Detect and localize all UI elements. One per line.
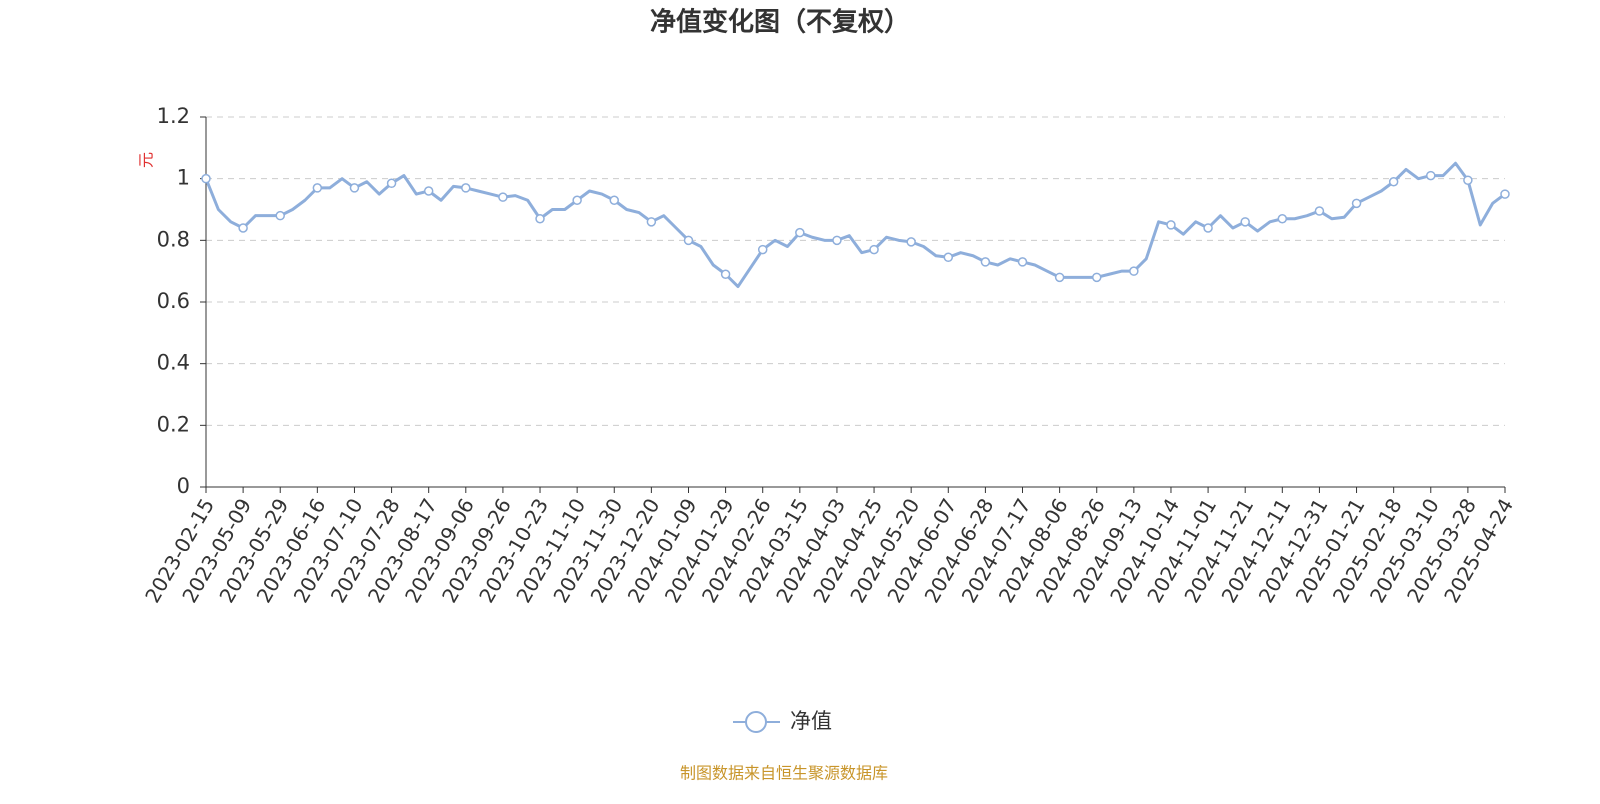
point-marker <box>238 223 248 233</box>
point-marker <box>720 269 731 279</box>
legend-label[interactable]: 净值 <box>790 709 832 733</box>
point-marker <box>1426 170 1436 181</box>
point-marker <box>423 186 434 196</box>
point-marker <box>1166 220 1176 230</box>
point-marker <box>275 210 285 221</box>
y-tick-label: 0.2 <box>157 412 190 436</box>
point-marker <box>312 183 323 193</box>
y-tick-label: 0.6 <box>157 289 190 313</box>
point-marker <box>1277 214 1288 224</box>
point-marker <box>1091 272 1102 283</box>
y-axis-label: 元 <box>137 152 156 168</box>
point-marker <box>535 214 545 224</box>
point-marker <box>1054 272 1065 283</box>
point-marker <box>1129 266 1139 276</box>
point-marker <box>572 195 582 205</box>
point-marker <box>1388 177 1399 187</box>
point-marker <box>201 173 211 184</box>
y-tick-label: 0.8 <box>157 227 190 251</box>
point-marker <box>980 257 991 267</box>
point-marker <box>1017 257 1028 267</box>
point-marker <box>609 195 620 205</box>
point-marker <box>757 244 768 255</box>
point-marker <box>1314 206 1325 216</box>
point-marker <box>943 252 954 263</box>
point-marker <box>906 237 916 247</box>
point-marker <box>683 235 694 246</box>
point-marker <box>1351 198 1362 209</box>
point-marker <box>349 183 360 193</box>
y-tick-label: 1 <box>177 166 190 190</box>
point-marker <box>461 183 471 193</box>
point-marker <box>795 227 805 238</box>
point-marker <box>1240 217 1250 227</box>
y-tick-label: 0.4 <box>157 351 190 375</box>
point-marker <box>832 235 842 246</box>
point-marker <box>1500 189 1510 199</box>
y-tick-label: 1.2 <box>157 104 190 128</box>
point-marker <box>646 217 657 227</box>
point-marker <box>1203 223 1213 233</box>
y-tick-label: 0 <box>177 474 190 498</box>
point-marker <box>386 178 397 189</box>
source-note: 制图数据来自恒生聚源数据库 <box>680 764 888 783</box>
point-marker <box>869 244 879 255</box>
series-line <box>204 161 1506 289</box>
point-marker <box>498 192 508 202</box>
chart-title: 净值变化图（不复权） <box>650 7 910 38</box>
legend-marker <box>745 711 767 733</box>
point-marker <box>1463 175 1473 185</box>
